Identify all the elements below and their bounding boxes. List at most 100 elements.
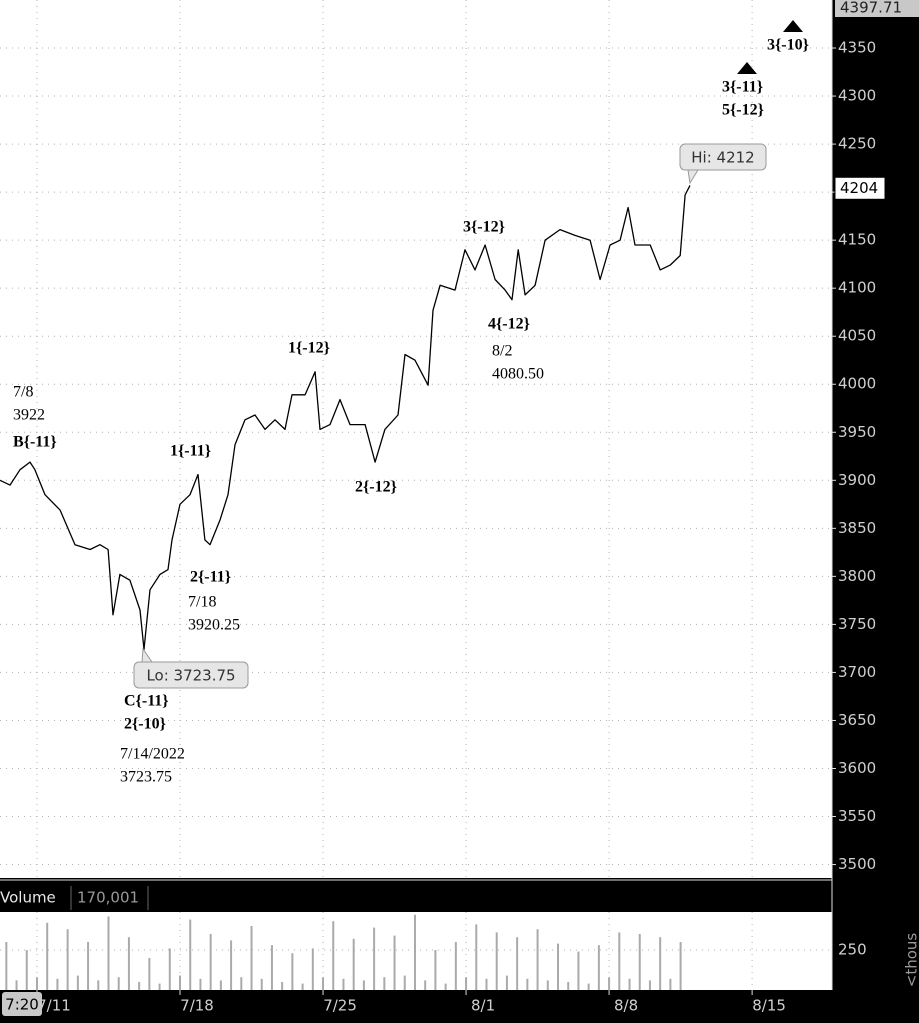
annotation: 3723.75 — [120, 769, 172, 786]
volume-bar — [352, 938, 355, 990]
volume-bar — [648, 980, 651, 990]
up-triangle — [737, 62, 757, 74]
volume-bar — [342, 978, 345, 990]
volume-bar — [403, 975, 406, 990]
annotation: C{-11} — [124, 693, 169, 710]
y-tick-label: 3550 — [838, 807, 876, 825]
volume-bar — [107, 916, 110, 990]
last-price-box — [834, 176, 886, 200]
annotation: 7/18 — [188, 594, 216, 611]
annotation: 7/8 — [13, 384, 33, 401]
top-value: 4397.71 — [840, 0, 902, 17]
y-tick-label: 3850 — [838, 519, 876, 537]
volume-bar — [168, 948, 171, 990]
callout-box — [679, 143, 767, 171]
annotation: 2{-12} — [355, 479, 397, 496]
volume-bar — [322, 977, 325, 990]
volume-bar — [485, 978, 488, 990]
callout-box — [133, 661, 249, 689]
x-tick-label: 8/1 — [471, 997, 495, 1015]
volume-bar — [465, 977, 468, 990]
volume-bar — [230, 940, 233, 990]
volume-bar — [454, 942, 457, 990]
volume-bar — [638, 934, 641, 990]
time-label: 7:20 — [5, 996, 39, 1014]
volume-bar — [424, 980, 427, 990]
volume-bar — [189, 919, 192, 990]
volume-reading: 170,001 — [77, 889, 139, 907]
annotation: 5{-12} — [722, 102, 764, 119]
volume-bar — [250, 926, 253, 990]
y-tick-label: 4350 — [838, 39, 876, 57]
y-tick-label: 3650 — [838, 711, 876, 729]
volume-bar — [475, 924, 478, 990]
volume-bar — [505, 975, 508, 990]
annotation: 1{-12} — [288, 340, 330, 357]
y-tick-label: 3950 — [838, 423, 876, 441]
volume-bar — [138, 982, 141, 990]
volume-bar — [546, 980, 549, 990]
annotation: 7/14/2022 — [120, 746, 185, 763]
volume-bar — [35, 977, 38, 990]
volume-bar — [383, 977, 386, 990]
annotation: B{-11} — [13, 434, 57, 451]
volume-title: Volume — [0, 889, 56, 907]
x-tick-label: 7/25 — [323, 997, 357, 1015]
volume-bar — [608, 977, 611, 990]
volume-bar — [577, 951, 580, 990]
volume-bar — [56, 978, 59, 990]
volume-bar — [373, 927, 376, 990]
volume-bar — [260, 978, 263, 990]
volume-bar — [434, 950, 437, 990]
volume-bar — [669, 978, 672, 990]
y-tick-label: 3500 — [838, 855, 876, 873]
volume-bar — [87, 942, 90, 990]
volume-bar — [158, 983, 161, 990]
volume-bar — [495, 932, 498, 990]
volume-tick-label: 250 — [838, 941, 867, 959]
volume-bar — [97, 980, 100, 990]
annotation: 2{-10} — [124, 716, 166, 733]
x-tick-label: 7/11 — [37, 997, 71, 1015]
price-line — [0, 185, 691, 651]
y-tick-label: 3800 — [838, 567, 876, 585]
volume-pane — [0, 912, 832, 990]
volume-bar — [311, 948, 314, 990]
volume-bar — [659, 937, 662, 990]
volume-bar — [199, 978, 202, 990]
y-tick-label: 3600 — [838, 759, 876, 777]
volume-bar — [628, 978, 631, 990]
grid — [0, 0, 836, 995]
volume-bar — [597, 945, 600, 990]
volume-bar — [46, 922, 49, 990]
volume-bar — [536, 929, 539, 990]
volume-bar — [444, 983, 447, 990]
volume-bar — [117, 977, 120, 990]
time-box — [2, 992, 42, 1016]
volume-bar — [301, 983, 304, 990]
volume-unit: <thous — [903, 933, 919, 988]
x-tick-label: 8/15 — [752, 997, 786, 1015]
volume-bar — [362, 980, 365, 990]
volume-bar — [557, 943, 560, 990]
volume-bar — [15, 980, 18, 990]
annotation: 3{-10} — [767, 37, 809, 54]
annotation: 3922 — [13, 407, 45, 424]
y-tick-label: 3700 — [838, 663, 876, 681]
annotation: 3920.25 — [188, 617, 240, 634]
volume-bar — [25, 950, 28, 990]
annotation: 3{-12} — [463, 219, 505, 236]
last-price: 4204 — [840, 179, 878, 197]
y-tick-label: 4100 — [838, 279, 876, 297]
volume-bar — [393, 935, 396, 990]
volume-bar — [281, 982, 284, 990]
volume-bar — [516, 937, 519, 990]
callout-label: Hi: 4212 — [691, 149, 754, 167]
annotation: 4080.50 — [492, 366, 544, 383]
volume-bar — [148, 958, 151, 990]
volume-bar — [127, 937, 130, 990]
volume-bar — [76, 975, 79, 990]
